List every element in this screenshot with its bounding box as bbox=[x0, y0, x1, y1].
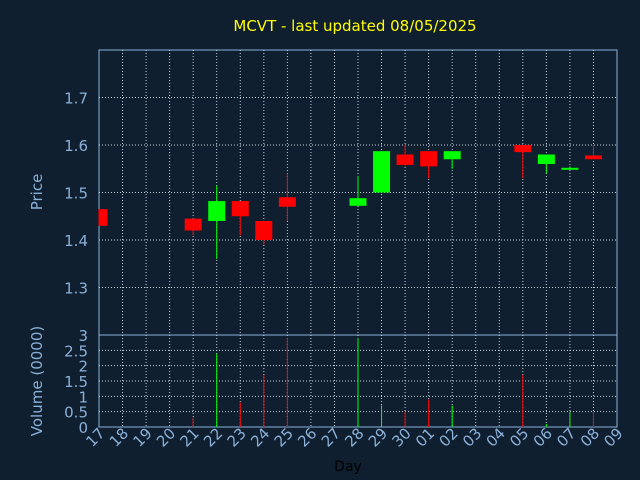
x-tick-label: 24 bbox=[247, 424, 273, 450]
x-tick-label: 21 bbox=[177, 424, 203, 450]
x-axis-label: Day bbox=[334, 459, 362, 475]
x-tick-label: 06 bbox=[530, 424, 556, 450]
volume-bars bbox=[192, 338, 594, 427]
candle-body bbox=[231, 201, 249, 217]
candle-body bbox=[396, 154, 414, 165]
price-tick-label: 1.3 bbox=[64, 280, 88, 298]
x-tick-label: 20 bbox=[153, 424, 179, 450]
x-tick-label: 23 bbox=[224, 424, 250, 450]
candle-body bbox=[584, 155, 602, 160]
x-tick-label: 28 bbox=[341, 424, 367, 450]
volume-tick-label: 2.5 bbox=[64, 342, 88, 360]
candle-body bbox=[99, 209, 108, 226]
price-tick-labels: 1.3 1.4 1.5 1.6 1.7 bbox=[64, 90, 88, 298]
chart-title: MCVT - last updated 08/05/2025 bbox=[233, 17, 476, 35]
x-tick-label: 26 bbox=[294, 424, 320, 450]
x-tick-label: 08 bbox=[577, 424, 603, 450]
candle-body bbox=[373, 151, 391, 193]
x-tick-label: 29 bbox=[365, 424, 391, 450]
volume-tick-label: 2 bbox=[78, 358, 88, 376]
price-axis-label: Price bbox=[28, 174, 46, 211]
x-tick-label: 04 bbox=[483, 424, 509, 450]
x-tick-label: 09 bbox=[600, 424, 626, 450]
x-tick-label: 25 bbox=[271, 424, 297, 450]
candle-body bbox=[208, 201, 226, 221]
candle-body bbox=[255, 221, 273, 240]
price-tick-label: 1.7 bbox=[64, 90, 88, 108]
x-tick-label: 01 bbox=[412, 424, 438, 450]
x-tick-label: 03 bbox=[459, 424, 485, 450]
candle-body bbox=[420, 151, 438, 167]
candle-body bbox=[278, 197, 296, 207]
price-tick-label: 1.5 bbox=[64, 185, 88, 203]
x-tick-label: 02 bbox=[436, 424, 462, 450]
volume-tick-label: 3 bbox=[78, 327, 88, 345]
x-tick-labels: 1718192021222324252627282930010203040506… bbox=[82, 424, 626, 450]
candles bbox=[98, 145, 602, 259]
volume-tick-label: 0.5 bbox=[64, 404, 88, 422]
candle-body bbox=[537, 154, 555, 164]
x-tick-label: 19 bbox=[129, 424, 155, 450]
candle-body bbox=[184, 218, 202, 231]
candle-body bbox=[514, 145, 532, 153]
x-tick-label: 22 bbox=[200, 424, 226, 450]
x-tick-label: 18 bbox=[106, 424, 132, 450]
price-tick-label: 1.6 bbox=[64, 137, 88, 155]
volume-axis-label: Volume (0000) bbox=[28, 326, 46, 436]
price-tick-label: 1.4 bbox=[64, 232, 88, 250]
candle-body bbox=[349, 198, 367, 206]
x-tick-label: 07 bbox=[553, 424, 579, 450]
x-tick-label: 05 bbox=[506, 424, 532, 450]
candle-body bbox=[561, 167, 579, 170]
candle-body bbox=[443, 151, 461, 160]
x-tick-label: 27 bbox=[318, 424, 344, 450]
volume-tick-label: 0 bbox=[78, 419, 88, 437]
volume-tick-labels: 00.511.522.53 bbox=[64, 327, 88, 437]
volume-tick-label: 1.5 bbox=[64, 373, 88, 391]
x-tick-label: 30 bbox=[388, 424, 414, 450]
volume-tick-label: 1 bbox=[78, 388, 88, 406]
